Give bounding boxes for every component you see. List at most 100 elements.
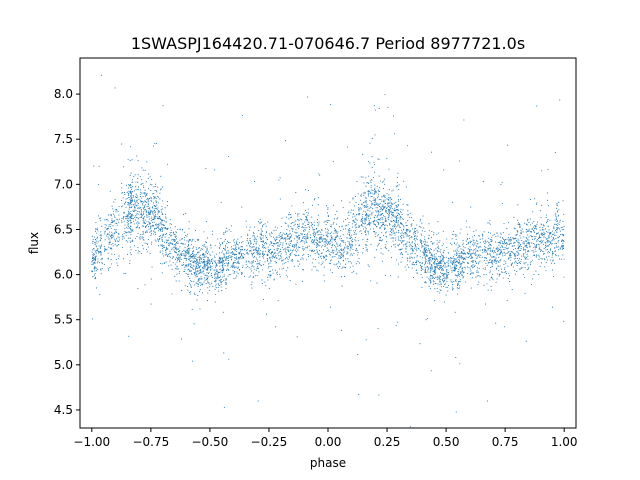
data-point <box>515 235 517 237</box>
data-point <box>352 212 355 214</box>
data-point <box>490 244 492 246</box>
data-point <box>161 208 163 210</box>
data-point <box>463 266 465 268</box>
data-point <box>196 275 198 277</box>
data-point <box>262 257 265 259</box>
data-point <box>299 218 301 220</box>
data-point <box>154 239 156 241</box>
data-point <box>199 261 201 263</box>
data-point <box>345 219 347 221</box>
data-point <box>299 246 301 248</box>
data-point <box>177 258 179 260</box>
data-point <box>447 277 449 279</box>
data-point <box>141 236 143 238</box>
data-point <box>193 254 195 256</box>
data-point <box>394 232 396 234</box>
data-point <box>501 243 503 245</box>
data-point <box>406 231 408 233</box>
data-point <box>285 251 287 253</box>
data-point <box>493 261 495 263</box>
data-point <box>149 208 151 210</box>
data-point <box>410 253 412 255</box>
data-point <box>431 278 433 280</box>
data-point <box>326 242 328 244</box>
data-point <box>267 254 269 256</box>
data-point <box>109 240 111 242</box>
data-point <box>354 215 356 217</box>
data-point <box>147 208 149 210</box>
data-point <box>109 226 111 228</box>
data-point <box>512 245 514 247</box>
data-point <box>113 213 115 215</box>
data-point <box>123 233 125 235</box>
data-point <box>405 229 407 231</box>
data-point <box>186 233 189 235</box>
data-point <box>207 272 209 275</box>
data-point <box>392 228 394 230</box>
data-point <box>317 219 319 221</box>
data-point <box>295 228 297 230</box>
data-point <box>477 271 479 273</box>
data-point <box>150 243 153 245</box>
data-point <box>285 237 287 239</box>
data-point <box>269 234 271 236</box>
data-point <box>457 287 459 290</box>
data-point <box>425 251 427 254</box>
data-point <box>465 220 467 222</box>
data-point <box>95 240 97 242</box>
data-point <box>91 270 93 272</box>
data-point <box>382 195 384 197</box>
data-point <box>99 217 102 219</box>
data-point <box>250 249 252 252</box>
data-point <box>439 289 441 291</box>
data-point <box>371 156 373 158</box>
data-point <box>366 238 368 240</box>
data-point <box>181 243 184 245</box>
data-point <box>235 277 237 279</box>
data-point <box>290 223 292 225</box>
data-point <box>278 252 280 254</box>
data-point <box>459 267 461 269</box>
data-point <box>113 221 115 223</box>
data-point <box>231 255 233 258</box>
data-point <box>143 221 145 223</box>
data-point <box>499 236 501 238</box>
data-point <box>514 253 516 255</box>
data-point <box>206 248 208 250</box>
data-point <box>313 243 315 245</box>
data-point <box>381 218 383 220</box>
data-point <box>373 231 376 233</box>
data-point <box>433 232 435 234</box>
data-point <box>236 241 238 244</box>
data-point <box>311 204 314 206</box>
data-point <box>214 277 216 279</box>
data-point <box>487 247 489 249</box>
data-point <box>470 260 472 262</box>
data-point <box>149 222 151 224</box>
data-point <box>391 225 393 227</box>
data-point <box>206 260 208 262</box>
data-point <box>233 248 235 250</box>
data-point <box>426 241 428 243</box>
data-point <box>122 216 125 218</box>
data-point <box>143 208 145 210</box>
data-point <box>151 266 153 268</box>
data-point <box>263 264 265 266</box>
data-point <box>424 243 426 245</box>
data-point <box>421 234 423 236</box>
data-point <box>458 244 460 246</box>
data-point <box>399 218 401 220</box>
data-point <box>114 254 116 256</box>
data-point <box>442 230 444 232</box>
data-point <box>424 255 426 257</box>
data-point <box>197 285 199 288</box>
data-point <box>383 206 385 208</box>
data-point <box>293 265 295 267</box>
data-point <box>455 250 457 252</box>
data-point <box>117 210 119 212</box>
data-point <box>94 277 96 279</box>
data-point <box>365 212 368 214</box>
data-point <box>245 220 247 222</box>
data-point <box>335 239 337 241</box>
data-point <box>373 197 375 199</box>
